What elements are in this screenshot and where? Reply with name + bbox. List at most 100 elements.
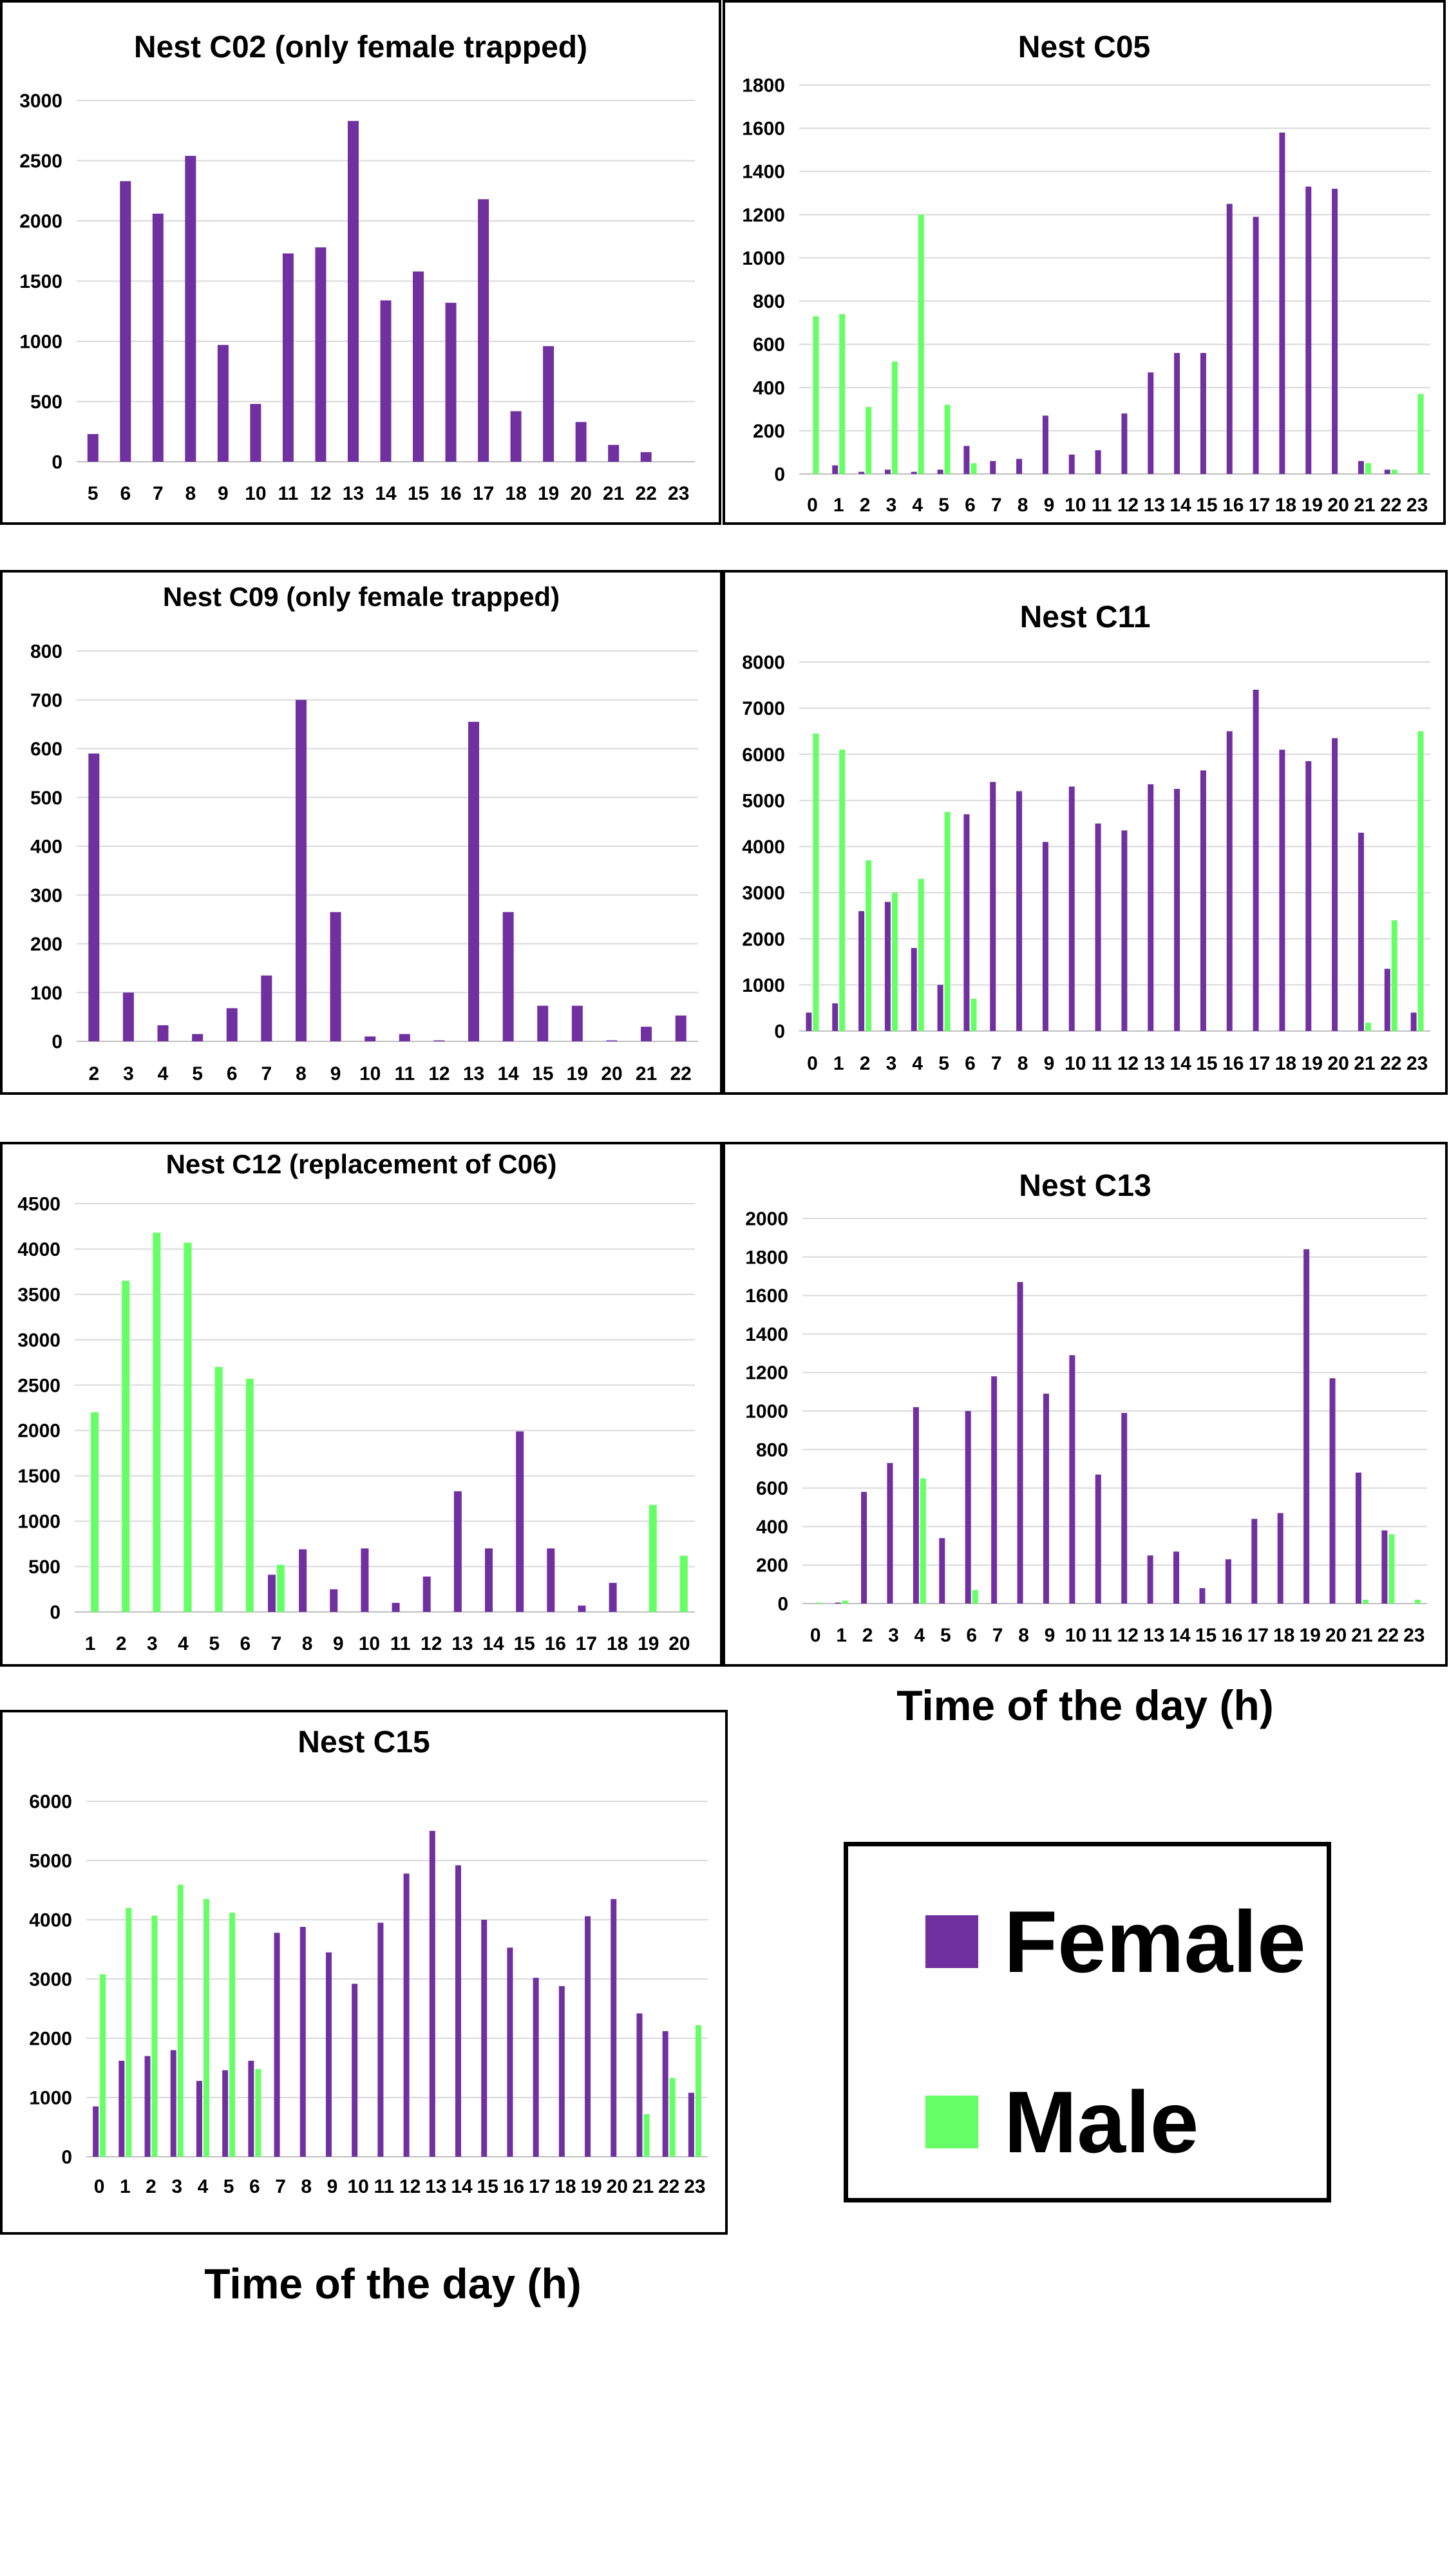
- y-tick-label: 1400: [745, 1324, 788, 1345]
- bar-male: [918, 878, 924, 1031]
- y-tick-label: 0: [777, 1594, 788, 1615]
- bar-female: [481, 1920, 488, 2157]
- x-tick-label: 7: [153, 483, 164, 504]
- bar-female: [1226, 731, 1233, 1031]
- bar-female: [196, 2081, 202, 2157]
- x-tick-label: 8: [1018, 1053, 1028, 1074]
- bar-female: [347, 120, 359, 462]
- bar-female: [547, 1548, 555, 1612]
- bar-male: [866, 406, 872, 474]
- bar-female: [832, 465, 838, 474]
- x-tick-label: 12: [1117, 1053, 1139, 1074]
- bar-female: [543, 346, 554, 462]
- bar-female: [282, 253, 294, 462]
- bar-female: [963, 446, 970, 474]
- x-tick-label: 11: [1092, 495, 1112, 516]
- bar-female: [937, 985, 943, 1031]
- x-tick-label: 15: [513, 1633, 535, 1654]
- x-tick-label: 20: [1327, 495, 1349, 516]
- bar-female: [361, 1548, 369, 1612]
- bar-female: [1173, 1551, 1180, 1604]
- x-tick-label: 10: [359, 1063, 381, 1084]
- y-tick-label: 3000: [19, 91, 62, 112]
- x-tick-label: 2: [860, 495, 871, 516]
- y-tick-label: 3000: [742, 883, 785, 904]
- x-tick-label: 2: [88, 1063, 99, 1084]
- x-tick-label: 2: [116, 1633, 127, 1654]
- x-tick-label: 18: [554, 2176, 576, 2197]
- bar-male: [1391, 469, 1397, 474]
- bar-male: [1414, 1600, 1421, 1604]
- chart-c11: Nest C11 0 1000 2000 3000 4000 5000 6000 7000 800…: [742, 600, 1430, 1074]
- y-tick-label: 200: [753, 421, 785, 442]
- bar-female: [1016, 791, 1023, 1031]
- bar-female: [571, 1005, 583, 1041]
- x-tick-label: 23: [684, 2176, 705, 2197]
- bar-female: [1147, 1555, 1153, 1604]
- x-tick-label: 20: [601, 1063, 622, 1084]
- bar-female: [422, 1577, 431, 1612]
- bar-female: [991, 1376, 998, 1604]
- x-tick-label: 4: [914, 1625, 925, 1646]
- bar-male: [203, 1899, 209, 2157]
- chart-title: Nest C15: [298, 1725, 430, 1759]
- bar-female: [1069, 1355, 1075, 1604]
- y-tick-label: 1200: [745, 1363, 788, 1384]
- x-tick-label: 12: [310, 483, 331, 504]
- bar-female: [1251, 1519, 1258, 1604]
- bar-female: [1279, 750, 1285, 1031]
- x-tick-label: 11: [278, 483, 299, 504]
- bar-female: [88, 753, 100, 1041]
- x-tick-label: 16: [1222, 1053, 1244, 1074]
- bar-male: [972, 1590, 978, 1604]
- y-tick-label: 600: [753, 334, 785, 355]
- bar-female: [1068, 454, 1075, 474]
- bar-female: [325, 1952, 332, 2157]
- bar-female: [806, 1012, 812, 1031]
- bar-female: [990, 782, 996, 1031]
- bar-male: [100, 1974, 106, 2157]
- y-tick-label: 1000: [742, 248, 785, 269]
- bar-female: [453, 1491, 462, 1612]
- y-tick-label: 0: [61, 2147, 72, 2168]
- x-tick-label: 14: [497, 1063, 519, 1084]
- x-tick-label: 13: [1144, 495, 1165, 516]
- y-tick-label: 0: [52, 1032, 62, 1053]
- x-tick-label: 16: [503, 2176, 524, 2197]
- x-tick-label: 15: [408, 483, 429, 504]
- y-tick-label: 7000: [742, 698, 785, 719]
- bar-male: [245, 1378, 254, 1612]
- x-tick-label: 19: [638, 1633, 659, 1654]
- chart-panel-c09: Nest C09 (only female trapped) 0 100 200 300…: [0, 570, 723, 1095]
- x-tick-label: 7: [275, 2176, 286, 2197]
- x-tick-label: 12: [421, 1633, 442, 1654]
- x-tick-label: 16: [545, 1633, 566, 1654]
- bar-female: [937, 469, 943, 474]
- x-tick-label: 12: [428, 1063, 450, 1084]
- y-tick-label: 300: [30, 885, 62, 906]
- bar-male: [1391, 920, 1397, 1031]
- bar-female: [1277, 1513, 1283, 1604]
- bar-male: [177, 1884, 184, 2157]
- x-tick-label: 13: [463, 1063, 484, 1084]
- chart-title: Nest C12 (replacement of C06): [166, 1149, 557, 1179]
- bar-female: [688, 2092, 694, 2157]
- bar-female: [352, 1984, 358, 2157]
- x-tick-label: 10: [245, 483, 266, 504]
- bar-female: [1174, 353, 1180, 474]
- x-tick-label: 8: [1018, 495, 1028, 516]
- y-tick-label: 1800: [745, 1247, 788, 1268]
- x-tick-label: 9: [1044, 495, 1055, 516]
- y-tick-label: 1000: [29, 2088, 72, 2109]
- x-tick-label: 8: [1018, 1625, 1029, 1646]
- x-tick-label: 11: [1092, 1625, 1112, 1646]
- bar-male: [126, 1908, 132, 2157]
- x-tick-label: 3: [123, 1063, 134, 1084]
- y-tick-label: 1500: [17, 1466, 61, 1487]
- bar-male: [643, 2114, 650, 2157]
- x-tick-label: 8: [296, 1063, 307, 1084]
- x-tick-label: 9: [330, 1063, 341, 1084]
- bar-female: [120, 181, 131, 462]
- y-tick-label: 800: [30, 641, 62, 663]
- x-tick-label: 1: [85, 1633, 96, 1654]
